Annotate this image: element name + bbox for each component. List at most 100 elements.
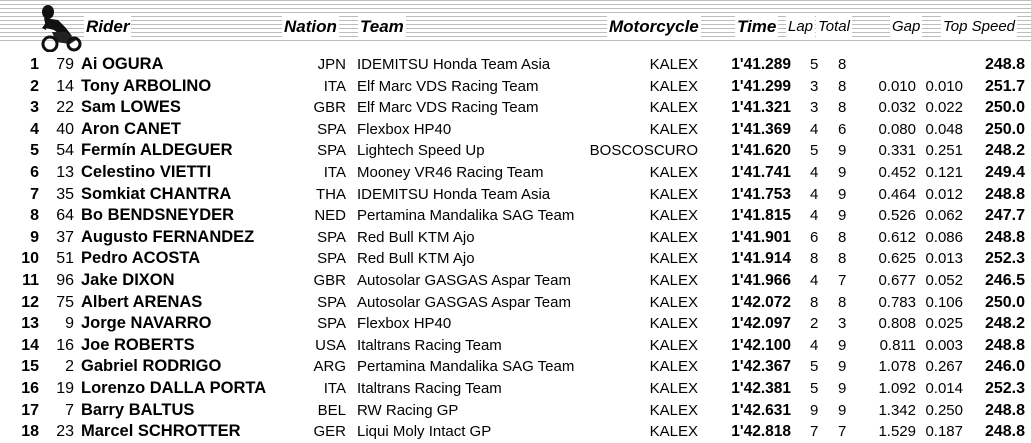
total-laps-cell: 8: [838, 250, 847, 268]
top-speed-cell: 248.8: [984, 423, 1025, 441]
motorcycle-cell: KALEX: [649, 401, 698, 419]
best-lap-cell: 3: [810, 99, 819, 117]
nation-cell: SPA: [317, 120, 346, 138]
total-laps-cell: 7: [838, 271, 847, 289]
table-row: 12 75 Albert ARENAS SPA Autosolar GASGAS Asp…: [0, 292, 1031, 314]
rider-name-cell: Gabriel RODRIGO: [81, 357, 222, 376]
nation-cell: SPA: [317, 250, 346, 268]
position-cell: 12: [21, 293, 39, 311]
lap-time-cell: 1'42.072: [731, 293, 791, 311]
team-cell: Autosolar GASGAS Aspar Team: [357, 293, 571, 311]
lap-time-cell: 1'42.631: [731, 401, 791, 419]
lap-time-cell: 1'41.901: [731, 228, 791, 246]
rider-number-cell: 51: [56, 250, 74, 268]
team-cell: Elf Marc VDS Racing Team: [357, 77, 539, 95]
total-laps-cell: 9: [838, 358, 847, 376]
total-laps-cell: 6: [838, 120, 847, 138]
team-cell: Lightech Speed Up: [357, 142, 485, 160]
gap-first-cell: 1.529: [878, 423, 916, 441]
gap-previous-cell: 0.106: [925, 293, 963, 311]
position-cell: 1: [30, 56, 39, 73]
table-row: 8 64 Bo BENDSNEYDER NED Pertamina Mandalika …: [0, 205, 1031, 227]
gap-previous-cell: 0.025: [925, 315, 963, 333]
motorcycle-cell: KALEX: [649, 358, 698, 376]
gap-previous-cell: 0.012: [925, 185, 963, 203]
top-speed-cell: 252.3: [984, 250, 1025, 268]
gap-previous-cell: 0.022: [925, 99, 963, 117]
position-cell: 17: [21, 401, 39, 419]
rider-number-cell: 14: [56, 77, 74, 95]
gap-previous-cell: 0.267: [925, 358, 963, 376]
rider-name-cell: Albert ARENAS: [81, 292, 203, 311]
total-laps-cell: 8: [838, 56, 847, 73]
team-cell: Autosolar GASGAS Aspar Team: [357, 271, 571, 289]
rider-number-cell: 22: [56, 99, 74, 117]
top-speed-cell: 248.8: [984, 228, 1025, 246]
gap-first-cell: 0.808: [878, 315, 916, 333]
header-team: Team: [358, 16, 406, 38]
motorcycle-cell: KALEX: [649, 423, 698, 441]
motorcycle-cell: KALEX: [649, 207, 698, 225]
team-cell: Flexbox HP40: [357, 120, 452, 138]
lap-time-cell: 1'41.321: [731, 99, 791, 117]
top-speed-cell: 248.8: [984, 336, 1025, 354]
lap-time-cell: 1'42.367: [731, 358, 791, 376]
top-speed-cell: 249.4: [984, 163, 1025, 181]
motorcycle-cell: KALEX: [649, 228, 698, 246]
nation-cell: SPA: [317, 228, 346, 246]
position-cell: 11: [22, 271, 39, 289]
table-row: 3 22 Sam LOWES GBR Elf Marc VDS Racing Team K…: [0, 97, 1031, 119]
nation-cell: SPA: [317, 315, 346, 333]
rider-name-cell: Bo BENDSNEYDER: [81, 206, 235, 225]
motorcycle-cell: KALEX: [649, 293, 698, 311]
best-lap-cell: 6: [810, 228, 819, 246]
rider-number-cell: 13: [56, 163, 74, 181]
gap-previous-cell: 0.052: [925, 271, 963, 289]
nation-cell: GBR: [313, 271, 346, 289]
table-row: 9 37 Augusto FERNANDEZ SPA Red Bull KTM Ajo K…: [0, 227, 1031, 249]
position-cell: 16: [21, 379, 39, 397]
best-lap-cell: 5: [810, 358, 819, 376]
gap-previous-cell: 0.121: [925, 163, 963, 181]
nation-cell: SPA: [317, 142, 346, 160]
total-laps-cell: 9: [838, 207, 847, 225]
gap-first-cell: 0.331: [878, 142, 916, 160]
position-cell: 4: [30, 120, 39, 138]
rider-name-cell: Aron CANET: [81, 119, 181, 138]
header-lap: Lap: [786, 16, 816, 38]
total-laps-cell: 9: [838, 185, 847, 203]
total-laps-cell: 9: [838, 336, 847, 354]
nation-cell: THA: [316, 185, 346, 203]
lap-time-cell: 1'41.299: [731, 77, 791, 95]
rider-name-cell: Jake DIXON: [81, 270, 175, 289]
rider-number-cell: 23: [56, 423, 74, 441]
total-laps-cell: 8: [838, 293, 847, 311]
rider-number-cell: 9: [65, 315, 74, 333]
position-cell: 3: [30, 99, 39, 117]
lap-time-cell: 1'41.741: [731, 163, 791, 181]
best-lap-cell: 3: [810, 77, 819, 95]
nation-cell: SPA: [317, 293, 346, 311]
nation-cell: BEL: [317, 401, 346, 419]
lap-time-cell: 1'42.100: [731, 336, 791, 354]
rider-number-cell: 54: [56, 142, 74, 160]
top-speed-cell: 248.8: [984, 401, 1025, 419]
gap-first-cell: 0.625: [878, 250, 916, 268]
header-time: Time: [735, 16, 779, 38]
motorcycle-cell: KALEX: [649, 56, 698, 73]
lap-time-cell: 1'41.289: [731, 56, 791, 73]
position-cell: 9: [30, 228, 39, 246]
table-row: 10 51 Pedro ACOSTA SPA Red Bull KTM Ajo KALEX…: [0, 248, 1031, 270]
position-cell: 13: [21, 315, 39, 333]
motorcycle-cell: KALEX: [649, 271, 698, 289]
table-row: 5 54 Fermín ALDEGUER SPA Lightech Speed Up BO…: [0, 140, 1031, 162]
team-cell: IDEMITSU Honda Team Asia: [357, 56, 551, 73]
top-speed-cell: 250.0: [984, 99, 1025, 117]
gap-previous-cell: 0.086: [925, 228, 963, 246]
total-laps-cell: 8: [838, 99, 847, 117]
gap-first-cell: 0.010: [878, 77, 916, 95]
total-laps-cell: 8: [838, 77, 847, 95]
lap-time-cell: 1'41.914: [731, 250, 791, 268]
top-speed-cell: 252.3: [984, 379, 1025, 397]
table-row: 18 23 Marcel SCHROTTER GER Liqui Moly Intact…: [0, 421, 1031, 443]
